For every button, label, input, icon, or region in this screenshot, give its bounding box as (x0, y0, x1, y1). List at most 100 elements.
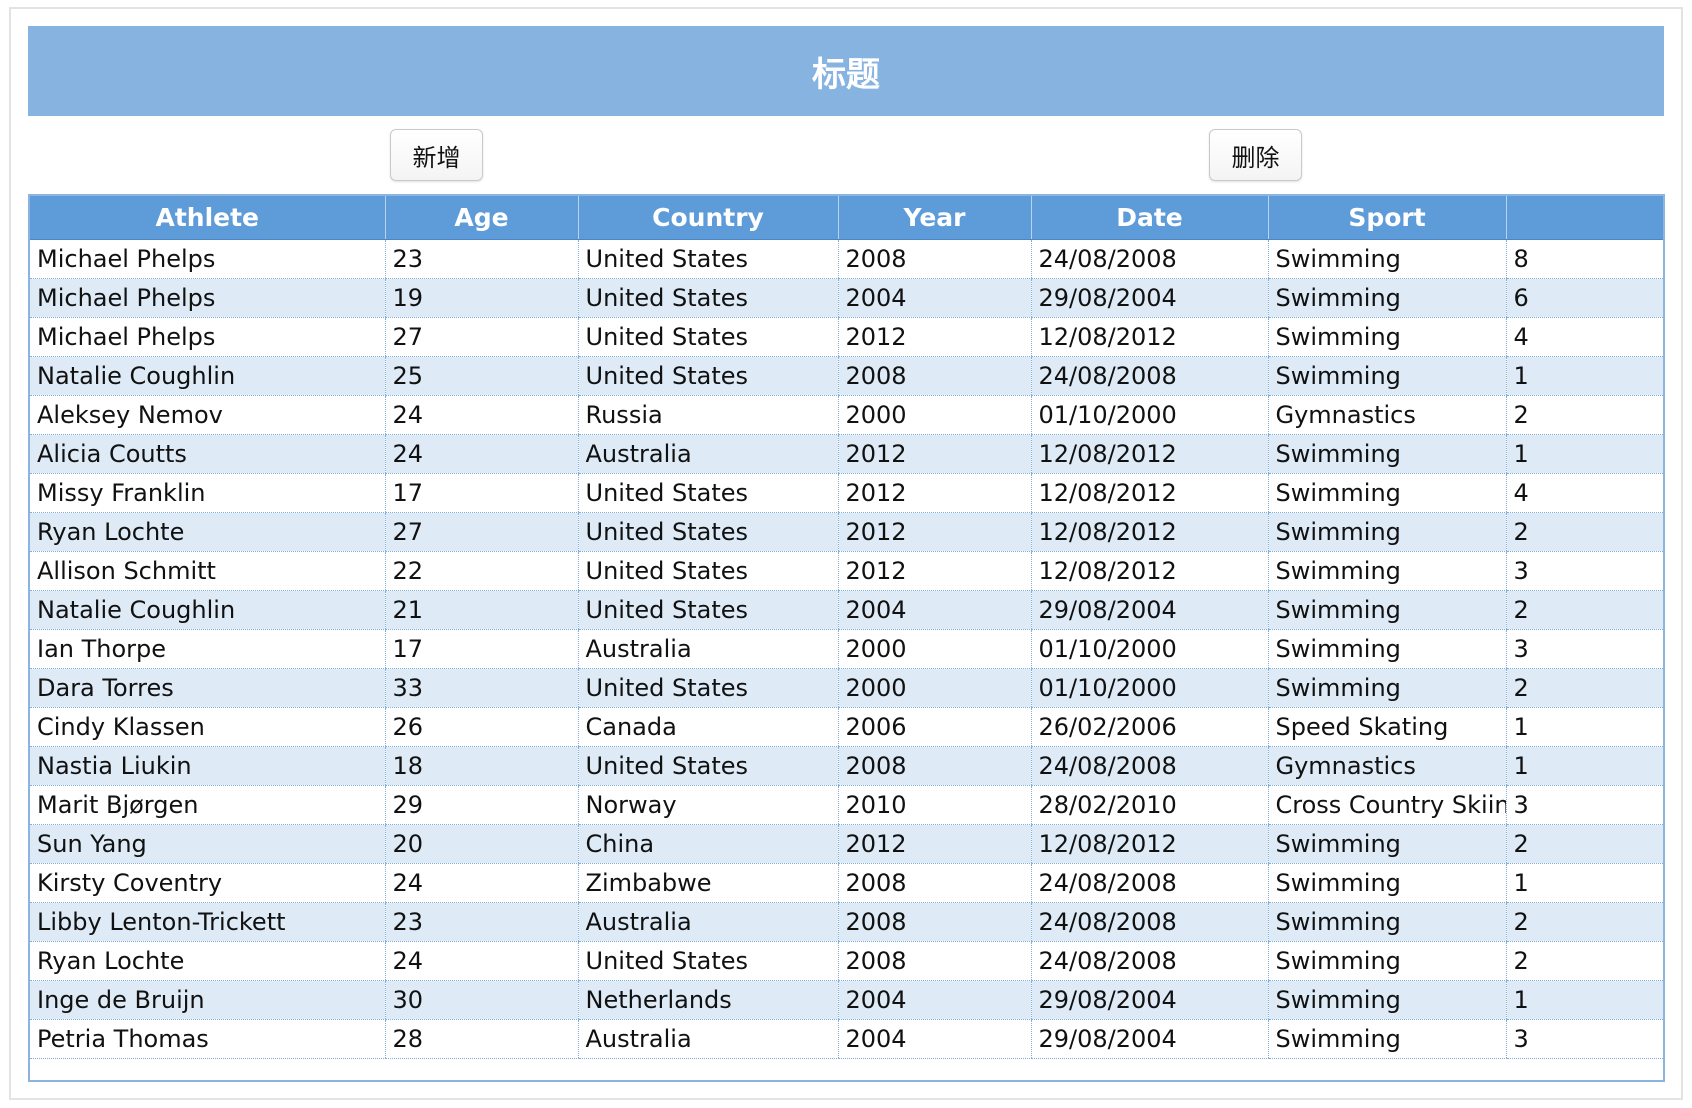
cell-sport[interactable]: Swimming (1267, 317, 1506, 357)
cell-age[interactable]: 21 (384, 590, 578, 630)
cell-age[interactable]: 27 (384, 512, 578, 552)
cell-sport[interactable]: Swimming (1267, 824, 1506, 864)
cell-year[interactable]: 2012 (837, 317, 1031, 357)
column-header-age[interactable]: Age (384, 196, 578, 240)
cell-medals[interactable]: 6 (1505, 278, 1663, 318)
cell-sport[interactable]: Swimming (1267, 980, 1506, 1020)
cell-country[interactable]: United States (577, 941, 838, 981)
cell-year[interactable]: 2012 (837, 551, 1031, 591)
cell-year[interactable]: 2008 (837, 356, 1031, 396)
cell-year[interactable]: 2008 (837, 902, 1031, 942)
cell-date[interactable]: 12/08/2012 (1030, 317, 1268, 357)
table-row[interactable]: Cindy Klassen 26 Canada 2006 26/02/2006 Speed… (30, 707, 1663, 747)
cell-sport[interactable]: Swimming (1267, 473, 1506, 513)
cell-date[interactable]: 29/08/2004 (1030, 1019, 1268, 1059)
cell-medals[interactable]: 3 (1505, 629, 1663, 669)
cell-sport[interactable]: Gymnastics (1267, 746, 1506, 786)
cell-age[interactable]: 24 (384, 434, 578, 474)
cell-country[interactable]: United States (577, 590, 838, 630)
table-row[interactable]: Alicia Coutts 24 Australia 2012 12/08/2012 Sw… (30, 434, 1663, 474)
cell-athlete[interactable]: Aleksey Nemov (30, 395, 385, 435)
cell-date[interactable]: 12/08/2012 (1030, 434, 1268, 474)
cell-country[interactable]: Australia (577, 629, 838, 669)
cell-year[interactable]: 2012 (837, 434, 1031, 474)
cell-date[interactable]: 24/08/2008 (1030, 902, 1268, 942)
cell-country[interactable]: United States (577, 239, 838, 279)
cell-athlete[interactable]: Missy Franklin (30, 473, 385, 513)
cell-date[interactable]: 12/08/2012 (1030, 473, 1268, 513)
cell-country[interactable]: United States (577, 317, 838, 357)
cell-date[interactable]: 12/08/2012 (1030, 512, 1268, 552)
cell-medals[interactable]: 4 (1505, 317, 1663, 357)
cell-athlete[interactable]: Michael Phelps (30, 239, 385, 279)
cell-country[interactable]: United States (577, 473, 838, 513)
table-row[interactable]: Michael Phelps 27 United States 2012 12/08/2… (30, 317, 1663, 357)
cell-medals[interactable]: 1 (1505, 746, 1663, 786)
cell-sport[interactable]: Swimming (1267, 941, 1506, 981)
cell-date[interactable]: 29/08/2004 (1030, 590, 1268, 630)
cell-year[interactable]: 2012 (837, 824, 1031, 864)
cell-age[interactable]: 26 (384, 707, 578, 747)
cell-athlete[interactable]: Cindy Klassen (30, 707, 385, 747)
cell-medals[interactable]: 2 (1505, 590, 1663, 630)
cell-medals[interactable]: 2 (1505, 902, 1663, 942)
cell-date[interactable]: 24/08/2008 (1030, 863, 1268, 903)
cell-country[interactable]: United States (577, 746, 838, 786)
cell-medals[interactable]: 4 (1505, 473, 1663, 513)
cell-date[interactable]: 26/02/2006 (1030, 707, 1268, 747)
cell-sport[interactable]: Gymnastics (1267, 395, 1506, 435)
cell-year[interactable]: 2008 (837, 941, 1031, 981)
cell-year[interactable]: 2008 (837, 239, 1031, 279)
cell-sport[interactable]: Swimming (1267, 590, 1506, 630)
cell-sport[interactable]: Speed Skating (1267, 707, 1506, 747)
table-row[interactable]: Natalie Coughlin 21 United States 2004 29/08… (30, 590, 1663, 630)
cell-country[interactable]: United States (577, 668, 838, 708)
cell-date[interactable]: 24/08/2008 (1030, 746, 1268, 786)
cell-athlete[interactable]: Ian Thorpe (30, 629, 385, 669)
cell-year[interactable]: 2004 (837, 278, 1031, 318)
cell-year[interactable]: 2000 (837, 629, 1031, 669)
cell-medals[interactable]: 8 (1505, 239, 1663, 279)
cell-medals[interactable]: 3 (1505, 1019, 1663, 1059)
cell-age[interactable]: 20 (384, 824, 578, 864)
cell-age[interactable]: 24 (384, 395, 578, 435)
column-header-year[interactable]: Year (837, 196, 1031, 240)
cell-medals[interactable]: 3 (1505, 785, 1663, 825)
cell-athlete[interactable]: Dara Torres (30, 668, 385, 708)
table-row[interactable]: Michael Phelps 19 United States 2004 29/08/2… (30, 278, 1663, 318)
cell-age[interactable]: 30 (384, 980, 578, 1020)
cell-athlete[interactable]: Sun Yang (30, 824, 385, 864)
add-button[interactable]: 新增 (390, 129, 483, 181)
cell-date[interactable]: 24/08/2008 (1030, 941, 1268, 981)
cell-country[interactable]: Australia (577, 902, 838, 942)
table-row[interactable]: Nastia Liukin 18 United States 2008 24/08/20… (30, 746, 1663, 786)
cell-sport[interactable]: Swimming (1267, 551, 1506, 591)
cell-medals[interactable]: 1 (1505, 707, 1663, 747)
cell-year[interactable]: 2004 (837, 1019, 1031, 1059)
cell-age[interactable]: 27 (384, 317, 578, 357)
cell-country[interactable]: Russia (577, 395, 838, 435)
cell-year[interactable]: 2008 (837, 746, 1031, 786)
column-header-athlete[interactable]: Athlete (30, 196, 385, 240)
table-row[interactable]: Libby Lenton-Trickett 23 Australia 2008 24/0… (30, 902, 1663, 942)
cell-date[interactable]: 12/08/2012 (1030, 551, 1268, 591)
cell-date[interactable]: 12/08/2012 (1030, 824, 1268, 864)
cell-athlete[interactable]: Natalie Coughlin (30, 356, 385, 396)
cell-age[interactable]: 25 (384, 356, 578, 396)
cell-age[interactable]: 17 (384, 629, 578, 669)
cell-year[interactable]: 2004 (837, 980, 1031, 1020)
cell-sport[interactable]: Swimming (1267, 863, 1506, 903)
cell-sport[interactable]: Swimming (1267, 1019, 1506, 1059)
cell-medals[interactable]: 1 (1505, 980, 1663, 1020)
cell-country[interactable]: Canada (577, 707, 838, 747)
cell-date[interactable]: 29/08/2004 (1030, 980, 1268, 1020)
cell-date[interactable]: 28/02/2010 (1030, 785, 1268, 825)
cell-sport[interactable]: Swimming (1267, 512, 1506, 552)
cell-date[interactable]: 01/10/2000 (1030, 395, 1268, 435)
cell-athlete[interactable]: Petria Thomas (30, 1019, 385, 1059)
cell-age[interactable]: 24 (384, 863, 578, 903)
table-row[interactable]: Ian Thorpe 17 Australia 2000 01/10/2000 Swimm… (30, 629, 1663, 669)
table-row[interactable]: Petria Thomas 28 Australia 2004 29/08/2004 Sw… (30, 1019, 1663, 1059)
cell-country[interactable]: United States (577, 278, 838, 318)
cell-sport[interactable]: Swimming (1267, 239, 1506, 279)
